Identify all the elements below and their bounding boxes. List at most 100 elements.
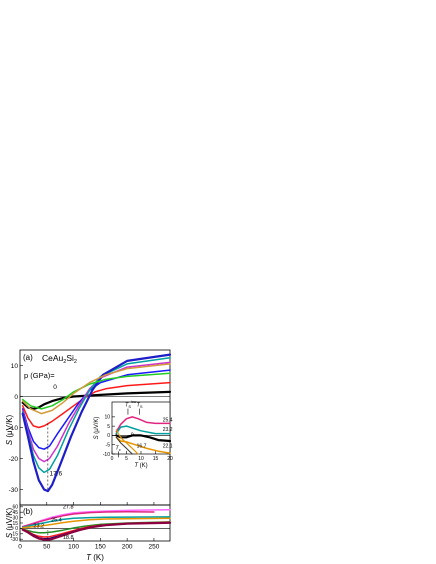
- panel-b-series-label: 18.8: [63, 535, 74, 541]
- panel-b-curves: [20, 508, 172, 541]
- panel-a-y-tick-label: -30: [9, 487, 19, 494]
- panel-a-x-ticks: [19, 502, 155, 505]
- inset-series-line: [115, 436, 133, 455]
- panel-b-y-label: S (μV/K): [5, 507, 14, 538]
- panel-a-y-ticks: 10 0 -10 -20 -30: [9, 363, 23, 494]
- inset-x-label-unit: (K): [138, 463, 148, 469]
- inset-x-tick-label: 5: [125, 456, 128, 462]
- panel-b-label: (b): [23, 507, 33, 516]
- inset-y-label-unit: (μV/K): [94, 417, 100, 436]
- panel-b-y-label-unit: (μV/K): [5, 507, 14, 532]
- inset-x-tick-label: 0: [111, 456, 114, 462]
- panel-b-series-label: 27.8: [63, 505, 74, 511]
- panel-a-series-line: [21, 372, 171, 410]
- inset-series-label: 0: [131, 432, 134, 438]
- panel-a-y-label-unit: (μV/K): [5, 414, 14, 439]
- panel-a-series-label: 17.6: [49, 471, 62, 478]
- inset-y-tick-label: 10: [104, 415, 110, 421]
- inset-marker-sub: S: [140, 404, 143, 409]
- panel-b-y-tick-label: 60: [12, 505, 18, 511]
- title-si: Si: [66, 353, 74, 363]
- inset-marker-symbol: T: [115, 445, 119, 451]
- title-sub-1: 2: [63, 359, 66, 365]
- panel-a-y-tick-label: -10: [9, 425, 19, 432]
- inset-x-tick-label: 20: [167, 456, 173, 462]
- panel-a-series-line: [21, 390, 172, 410]
- panel-a-series-line: [21, 369, 171, 450]
- panel-a: 100-10-20-30 017.6 (a) CeAu2Si2 p (GPa)=…: [5, 349, 173, 506]
- panel-b-x-tick-label: 50: [43, 544, 51, 551]
- title-ce-au: CeAu: [42, 353, 64, 363]
- inset-x-label: T (K): [134, 463, 147, 469]
- inset-marker-label: Tc: [115, 445, 120, 452]
- inset-x-tick-label: 15: [153, 456, 159, 462]
- pressure-label: p (GPa)=: [24, 371, 55, 380]
- panel-a-series-line: [21, 381, 171, 429]
- panel-a-series-line: [21, 357, 171, 474]
- inset-series-label: 23.2: [163, 427, 173, 433]
- inset-marker-symbol: T: [137, 403, 141, 409]
- inset-x-tick-label: 10: [138, 456, 144, 462]
- panel-a-series-label: 0: [53, 384, 57, 391]
- panel-b-x-tick-label: 150: [95, 544, 106, 551]
- panel-b-y-tick-label: 30: [12, 515, 18, 521]
- x-axis-label-unit: (K): [91, 553, 104, 562]
- panel-a-label: (a): [23, 353, 33, 362]
- panel-a-y-label-symbol: S: [5, 439, 14, 445]
- inset-y-tick-label: -10: [103, 452, 110, 458]
- panel-b-x-ticks: 0 50 100 150 200 250: [18, 538, 160, 551]
- x-axis-label-symbol: T: [86, 553, 92, 562]
- panel-b-series-line: [21, 511, 155, 528]
- panel-a-y-label: S (μV/K): [5, 414, 14, 445]
- inset-series-labels: 25.4 23.2 016.7 22.1: [131, 418, 173, 450]
- panel-b-y-label-symbol: S: [5, 532, 14, 538]
- panel-a-y-tick-label: 0: [14, 394, 18, 401]
- inset-series-line: [115, 416, 171, 433]
- inset-series-label: 22.1: [163, 444, 173, 450]
- chart-title: CeAu2Si2: [42, 353, 77, 365]
- panel-b-y-tick-label: -15: [11, 532, 18, 538]
- inset-y-tick-label: -5: [106, 442, 111, 448]
- panel-b-series-line: [21, 516, 171, 529]
- inset-marker-symbol: T: [125, 403, 129, 409]
- inset-x-label-symbol: T: [134, 463, 139, 469]
- inset-marker-sub: S: [128, 404, 131, 409]
- inset-series-line: [115, 425, 171, 435]
- inset-marker-label: TSlow: [125, 400, 137, 409]
- inset-series-label: 25.4: [163, 418, 173, 424]
- inset-curves: [112, 416, 172, 455]
- panel-a-y-tick-label: 10: [11, 363, 19, 370]
- inset-y-label: S (μV/K): [94, 417, 100, 440]
- panel-b-series-label: 23.2: [33, 523, 44, 529]
- inset-series-line: [115, 434, 172, 443]
- panel-a-series-line: [21, 363, 171, 415]
- panel-b-series-label: 25.4: [51, 518, 62, 524]
- inset-y-tick-label: 0: [107, 433, 110, 439]
- panel-b-x-tick-label: 100: [68, 544, 79, 551]
- x-axis-label: T (K): [86, 553, 104, 562]
- title-sub-2: 2: [74, 359, 77, 365]
- panel-a-y-tick-label: -20: [9, 456, 19, 463]
- panel-a-series-labels: 017.6: [49, 384, 62, 477]
- panel-b-y-tick-label: 15: [12, 521, 18, 527]
- panel-a-curves: [20, 353, 172, 493]
- panel-b-y-tick-label: 45: [12, 510, 18, 516]
- inset-marker-sub: c: [119, 447, 121, 452]
- inset-series-line: [115, 429, 139, 455]
- panel-b-series-labels: 27.8 25.4 23.2 18.8: [33, 505, 73, 542]
- panel-b-series-line: [21, 521, 172, 541]
- panel-b-x-tick-label: 0: [18, 544, 22, 551]
- inset-series-label: 16.7: [137, 444, 147, 450]
- panel-b-y-tick-label: 0: [15, 526, 18, 532]
- inset-marker-sup: low: [131, 400, 137, 404]
- panel-b-y-tick-label: -30: [11, 537, 18, 543]
- panel-b-x-tick-label: 250: [148, 544, 159, 551]
- inset-y-tick-label: 5: [107, 424, 110, 430]
- panel-b-series-line: [21, 517, 171, 529]
- inset-series-line: [115, 436, 171, 454]
